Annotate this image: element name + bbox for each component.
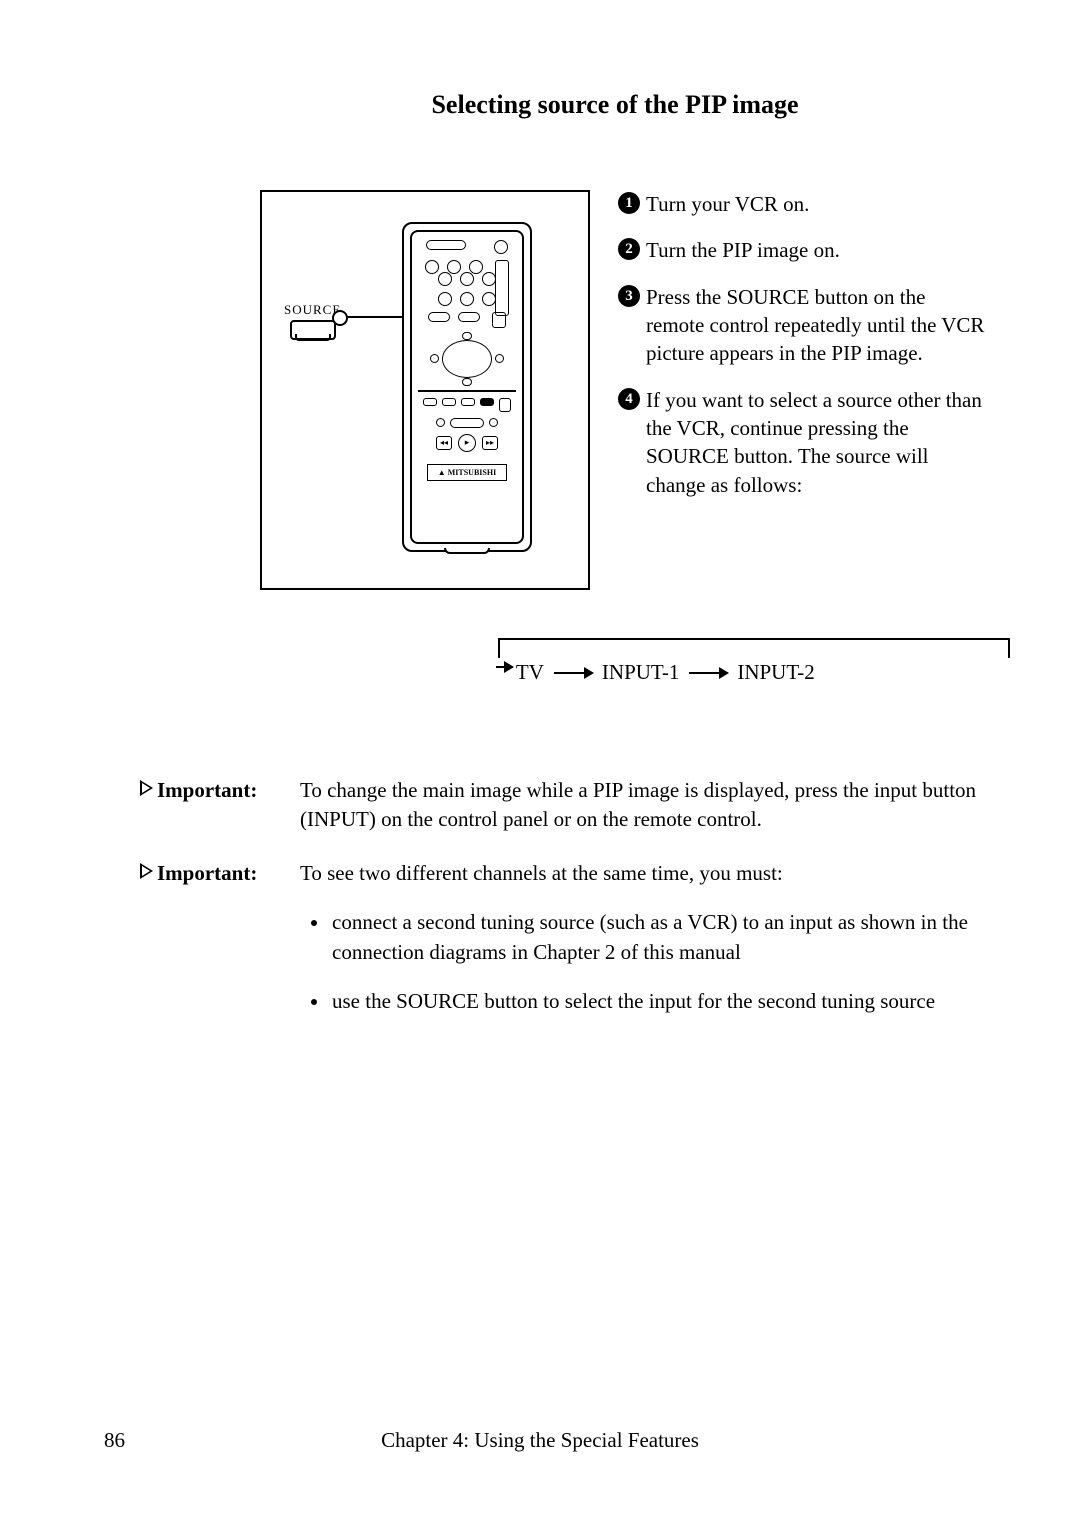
step-item: 1 Turn your VCR on. [618,190,988,218]
important-label: Important: [157,776,257,805]
source-cycle-diagram: ──▶ TV INPUT-1 INPUT-2 [460,638,1010,708]
cycle-tv: TV [516,660,544,685]
important-text: To change the main image while a PIP ima… [300,776,1010,835]
step-text: Turn the PIP image on. [646,236,988,264]
brand-label: ▲ MITSUBISHI [427,464,507,481]
triangle-icon [140,780,153,796]
step-text: Turn your VCR on. [646,190,988,218]
step-number: 4 [618,388,640,410]
cycle-input1: INPUT-1 [602,660,679,685]
chapter-label: Chapter 4: Using the Special Features [0,1428,1080,1453]
important-text: To see two different channels at the sam… [300,859,1010,888]
page-title: Selecting source of the PIP image [220,90,1010,120]
remote-illustration: SOURCE ◂◂▸▸▸ ▲ MITSUBISHI [260,190,590,590]
step-item: 2 Turn the PIP image on. [618,236,988,264]
important-bullets: connect a second tuning source (such as … [300,908,1010,1016]
cycle-input2: INPUT-2 [737,660,814,685]
source-button-icon [290,320,336,340]
important-note: Important: To change the main image whil… [140,776,1010,835]
step-text: If you want to select a source other tha… [646,386,988,499]
remote-body: ◂◂▸▸▸ ▲ MITSUBISHI [402,222,532,552]
bullet-item: connect a second tuning source (such as … [330,908,1010,967]
step-number: 1 [618,192,640,214]
important-label: Important: [157,859,257,888]
step-item: 3 Press the SOURCE button on the remote … [618,283,988,368]
step-number: 2 [618,238,640,260]
steps-list: 1 Turn your VCR on. 2 Turn the PIP image… [618,190,988,517]
figure-row: SOURCE ◂◂▸▸▸ ▲ MITSUBISHI [260,190,1010,590]
bullet-item: use the SOURCE button to select the inpu… [330,987,1010,1016]
step-text: Press the SOURCE button on the remote co… [646,283,988,368]
step-item: 4 If you want to select a source other t… [618,386,988,499]
callout-line [338,316,404,318]
step-number: 3 [618,285,640,307]
important-note: Important: To see two different channels… [140,859,1010,1037]
triangle-icon [140,863,153,879]
